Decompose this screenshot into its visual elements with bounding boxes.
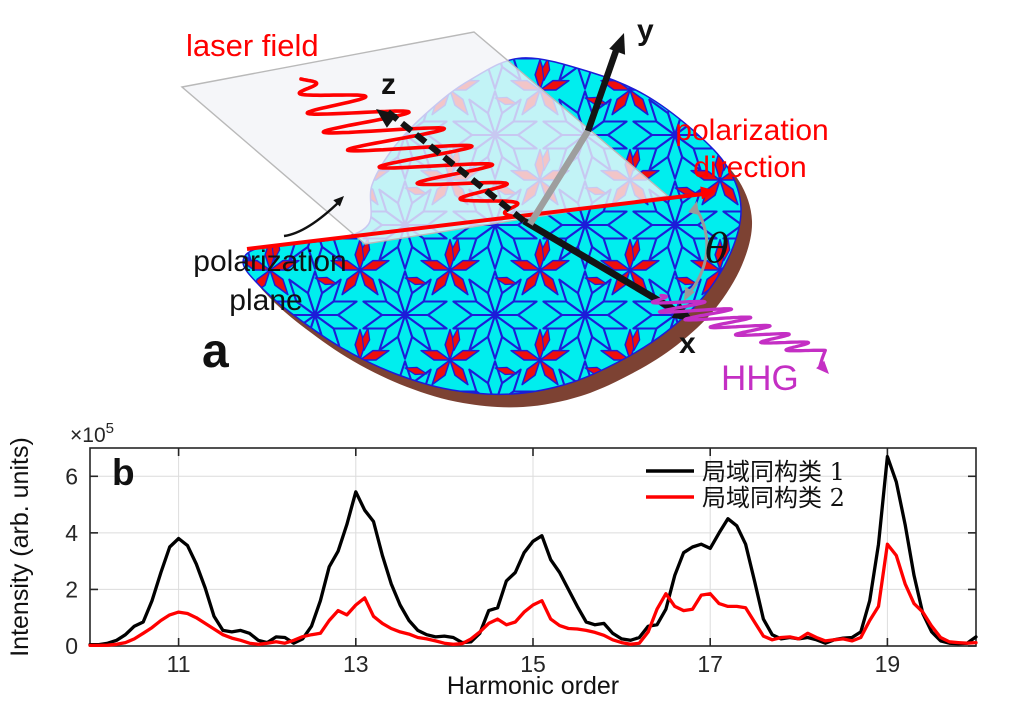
panel-a-annotations bbox=[246, 33, 829, 374]
laser-field-wave bbox=[297, 77, 526, 222]
y-tick-label: 4 bbox=[65, 520, 78, 546]
polarization-direction-label-line2: direction bbox=[693, 151, 806, 184]
polarization-plane-label-line2: plane bbox=[229, 284, 302, 317]
polarization-direction-arrowhead bbox=[700, 186, 717, 200]
z-axis-label: z bbox=[381, 68, 396, 101]
laser-field-label: laser field bbox=[186, 28, 319, 63]
panel-a-schematic: laser field polarization plane polarizat… bbox=[180, 14, 829, 408]
y-axis-arrowhead bbox=[609, 33, 626, 55]
x-axis-label: x bbox=[679, 327, 696, 360]
x-tick-label: 15 bbox=[520, 651, 546, 677]
polarization-direction-label-line1: polarization bbox=[675, 114, 828, 147]
hhg-label: HHG bbox=[721, 359, 799, 398]
series-2-curve bbox=[88, 542, 978, 648]
y-axis-title: Intensity (arb. units) bbox=[6, 437, 34, 657]
hhg-wave-arrowhead bbox=[816, 360, 829, 374]
z-axis-line bbox=[386, 109, 526, 224]
polarization-direction-line bbox=[246, 192, 704, 251]
y-exponent-base: ×10 bbox=[70, 424, 106, 447]
panel-b-label: b bbox=[112, 452, 135, 493]
polarization-plane-pointer-arrowhead bbox=[333, 196, 344, 207]
y-axis-line-behind-plane bbox=[527, 129, 591, 226]
y-axis-exponent: ×105 bbox=[70, 420, 114, 447]
polarization-plane-label-line1: polarization bbox=[193, 245, 346, 278]
y-axis-label: y bbox=[637, 14, 654, 47]
tick-labels: 11 13 15 17 19 0 2 4 6 bbox=[65, 463, 900, 677]
x-tick-label: 17 bbox=[697, 651, 723, 677]
theta-arc-lower-arrowhead bbox=[684, 286, 695, 301]
y-tick-label: 6 bbox=[65, 463, 78, 489]
theta-arc-upper-arrowhead bbox=[688, 201, 699, 215]
hhg-wave bbox=[650, 293, 827, 368]
legend-label: 局域同构类 1 bbox=[702, 458, 845, 486]
plot-ticks bbox=[90, 448, 976, 647]
y-tick-label: 2 bbox=[65, 576, 78, 602]
y-exponent-sup: 5 bbox=[106, 420, 114, 437]
quasicrystal-cluster bbox=[242, 57, 753, 408]
x-tick-label: 19 bbox=[875, 651, 901, 677]
theta-angle-arc bbox=[685, 206, 709, 297]
z-axis-arrowhead bbox=[376, 109, 398, 128]
polarization-plane-pointer-arrow bbox=[283, 200, 341, 238]
y-axis-line bbox=[584, 43, 622, 133]
theta-angle-label: θ bbox=[705, 226, 729, 272]
x-tick-label: 11 bbox=[167, 651, 191, 677]
x-axis-title: Harmonic order bbox=[447, 672, 619, 700]
legend-entry-1: 局域同构类 1 bbox=[646, 458, 845, 486]
legend-entry-2: 局域同构类 2 bbox=[646, 484, 845, 512]
y-tick-label: 0 bbox=[65, 633, 78, 659]
legend-label: 局域同构类 2 bbox=[702, 484, 845, 512]
x-tick-label: 13 bbox=[343, 651, 369, 677]
panel-a-label: a bbox=[202, 325, 229, 378]
